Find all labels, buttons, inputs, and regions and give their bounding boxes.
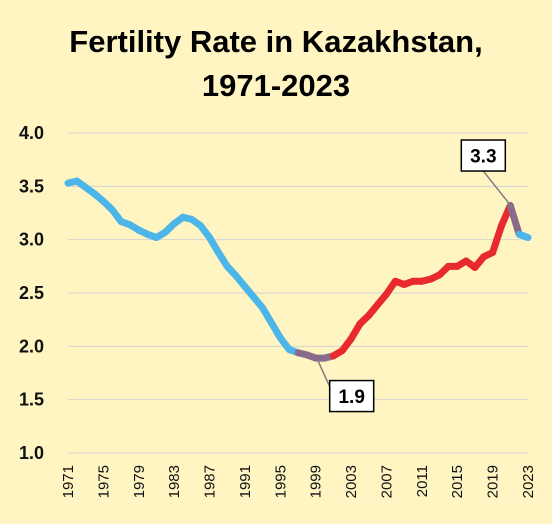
callout-box (460, 139, 507, 172)
grid-lines (68, 132, 528, 454)
callout-leader (482, 170, 513, 208)
x-tick-label: 1995 (272, 465, 289, 498)
y-tick-label: 2.0 (19, 336, 44, 356)
x-tick-label: 1999 (308, 465, 325, 498)
y-tick-label: 2.5 (19, 283, 44, 303)
chart-title-line2: 1971-2023 (202, 68, 350, 103)
y-tick-label: 1.0 (19, 443, 44, 463)
line-segment (489, 222, 505, 256)
x-tick-label: 1987 (202, 465, 219, 498)
callout-box (328, 379, 375, 413)
callout-label: 3.3 (470, 147, 496, 168)
y-axis-ticks: 1.0 1.5 2.0 2.5 3.0 3.5 4.0 (19, 123, 44, 463)
fertility-series (64, 177, 532, 362)
x-tick-label: 2019 (485, 465, 502, 498)
x-tick-label: 1979 (131, 465, 148, 498)
line-segment (506, 202, 523, 238)
y-tick-label: 4.0 (19, 123, 44, 143)
x-tick-label: 2007 (378, 465, 395, 498)
callout-leader (317, 359, 331, 387)
x-tick-label: 1971 (60, 465, 77, 498)
annotations: 1.9 3.3 (317, 139, 513, 413)
x-tick-label: 1991 (237, 465, 254, 498)
x-tick-label: 2003 (343, 465, 360, 498)
y-tick-label: 3.5 (19, 176, 44, 196)
x-tick-label: 1983 (166, 465, 183, 498)
x-tick-label: 2023 (520, 465, 537, 498)
line-segment (515, 230, 532, 242)
x-axis-ticks: 1971 1975 1979 1983 1987 1991 1995 1999 2003 2007… (60, 465, 537, 498)
y-tick-label: 1.5 (19, 390, 44, 410)
y-tick-label: 3.0 (19, 230, 44, 250)
x-tick-label: 2011 (414, 465, 431, 497)
x-tick-label: 1975 (95, 465, 112, 498)
chart-title-line1: Fertility Rate in Kazakhstan, (69, 24, 482, 59)
x-tick-label: 2015 (449, 465, 466, 498)
callout-label: 1.9 (338, 387, 364, 408)
